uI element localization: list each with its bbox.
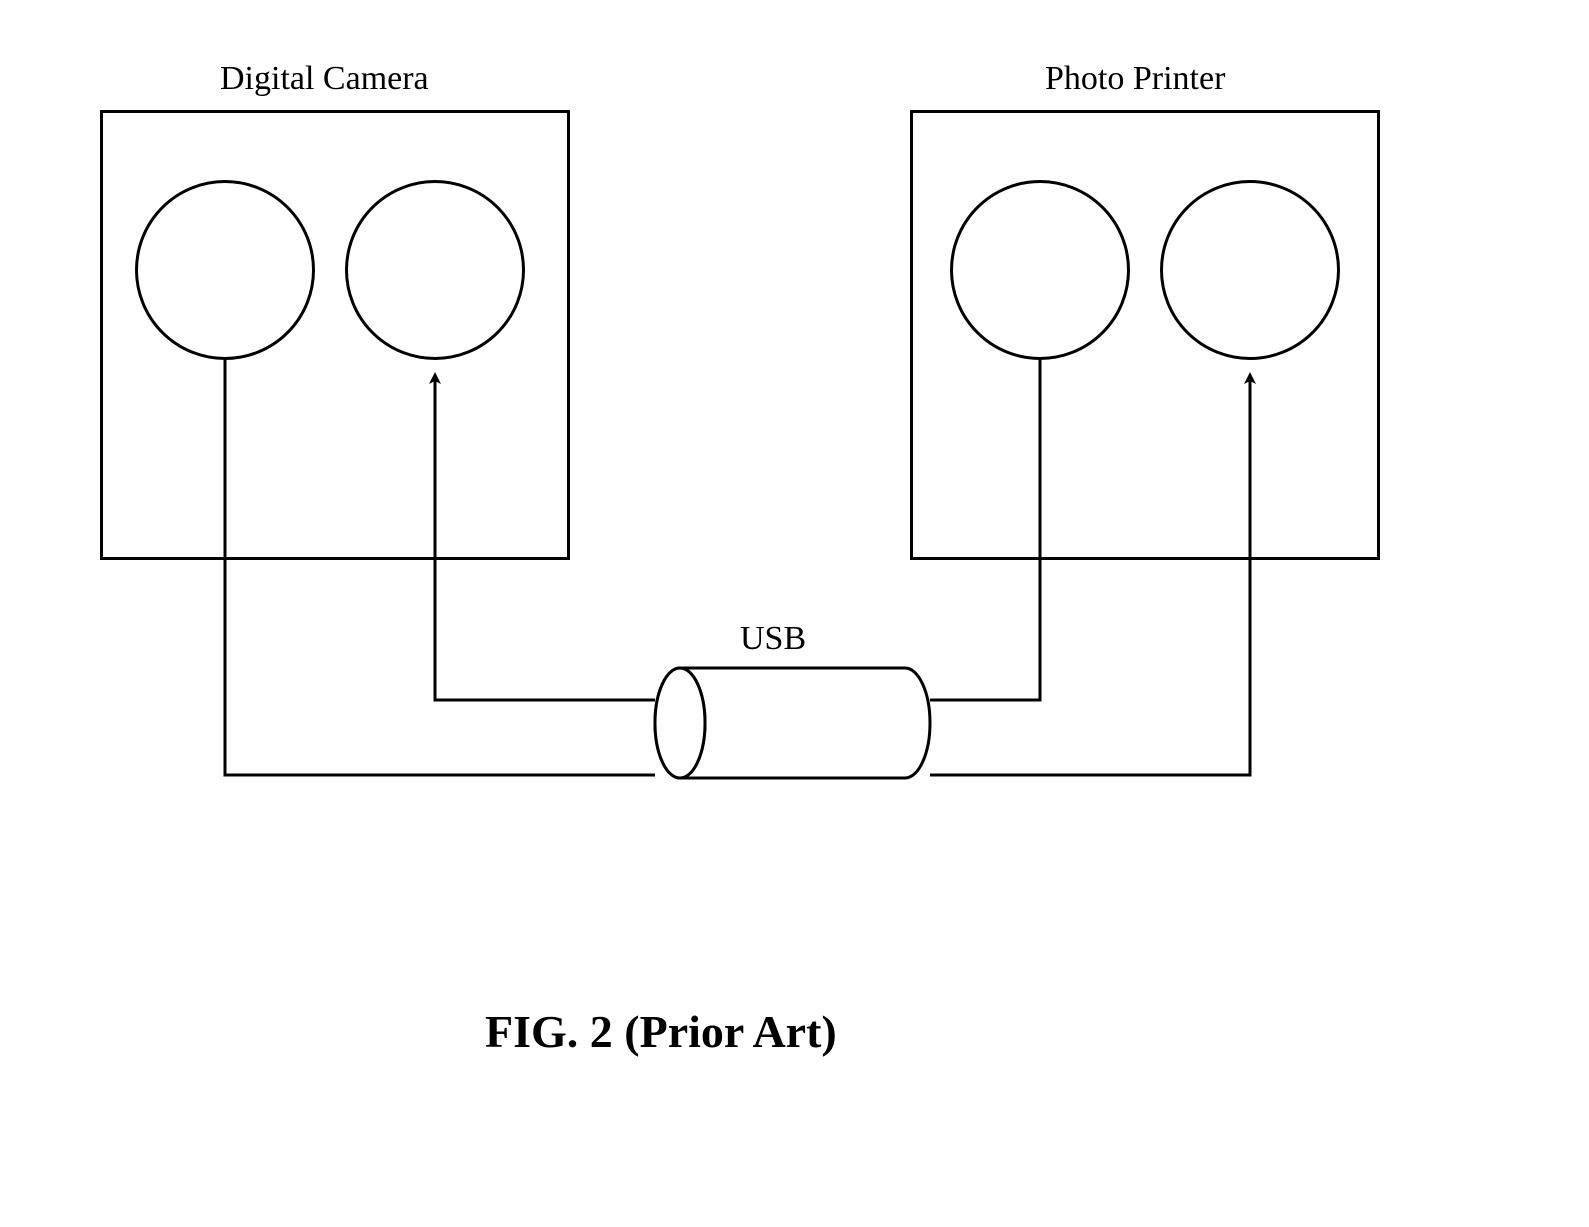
camera-circle-1 — [135, 180, 315, 360]
diagram-canvas: Digital Camera Photo Printer USB — [0, 0, 1589, 1227]
left-box-label: Digital Camera — [220, 60, 429, 98]
usb-cylinder — [655, 668, 930, 778]
printer-circle-2 — [1160, 180, 1340, 360]
right-box-label: Photo Printer — [1045, 60, 1225, 98]
camera-circle-2 — [345, 180, 525, 360]
printer-circle-1 — [950, 180, 1130, 360]
figure-caption: FIG. 2 (Prior Art) — [485, 1005, 837, 1058]
usb-label: USB — [740, 620, 806, 658]
